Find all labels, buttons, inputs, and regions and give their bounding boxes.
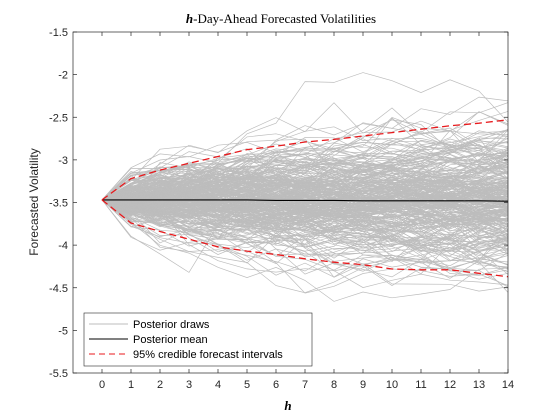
- posterior-draw-line: [101, 129, 508, 218]
- posterior-draw-line: [101, 175, 508, 217]
- posterior-draw-line: [101, 192, 508, 256]
- posterior-draw-line: [101, 199, 508, 302]
- x-tick-label: 11: [415, 379, 426, 391]
- posterior-draw-line: [101, 159, 508, 201]
- posterior-draws-group: [101, 72, 508, 302]
- posterior-mean-line: [102, 199, 509, 202]
- posterior-draw-line: [101, 199, 508, 279]
- posterior-draw-line: [101, 142, 508, 202]
- posterior-draw-line: [101, 185, 508, 231]
- y-tick-label: -4: [58, 240, 68, 252]
- posterior-draw-line: [101, 199, 508, 255]
- posterior-draw-line: [101, 178, 508, 233]
- x-tick-label: 6: [273, 379, 279, 391]
- posterior-draw-line: [101, 199, 508, 272]
- chart-title: h-Day-Ahead Forecasted Volatilities: [186, 11, 376, 26]
- y-tick-label: -4.5: [49, 283, 68, 295]
- legend-label-interval: 95% credible forecast intervals: [133, 349, 283, 361]
- x-tick-label: 10: [386, 379, 398, 391]
- x-tick-label: 4: [215, 379, 221, 391]
- posterior-draw-line: [101, 199, 508, 275]
- y-axis-label: Forecasted Volatility: [27, 148, 41, 255]
- y-tick-label: -2.5: [49, 112, 68, 124]
- posterior-draw-line: [101, 102, 508, 201]
- x-tick-label: 2: [157, 379, 163, 391]
- posterior-draw-line: [101, 107, 508, 201]
- posterior-draw-line: [101, 172, 508, 230]
- lower-interval-line: [101, 199, 509, 278]
- x-tick-label: 5: [244, 379, 250, 391]
- x-tick-label: 13: [473, 379, 485, 391]
- posterior-draw-line: [101, 191, 508, 260]
- posterior-draw-line: [101, 72, 508, 201]
- posterior-draw-line: [101, 185, 508, 237]
- y-tick-label: -1.5: [49, 27, 68, 39]
- x-tick-label: 1: [128, 379, 134, 391]
- posterior-draw-line: [101, 130, 508, 205]
- posterior-draw-line: [101, 135, 508, 225]
- posterior-draw-line: [101, 141, 508, 201]
- x-tick-label: 9: [360, 379, 366, 391]
- posterior-draw-line: [101, 176, 508, 206]
- y-tick-label: -3.5: [49, 198, 68, 210]
- chart-title-prefix: h: [186, 11, 193, 26]
- posterior-draw-line: [101, 162, 508, 217]
- posterior-draw-line: [101, 192, 508, 223]
- y-tick-label: -3: [58, 155, 68, 167]
- x-tick-label: 8: [331, 379, 337, 391]
- posterior-draw-line: [101, 199, 508, 294]
- x-tick-label: 0: [99, 379, 105, 391]
- series-layer: [101, 119, 509, 278]
- posterior-draw-line: [101, 170, 508, 270]
- y-tick-label: -2: [58, 70, 68, 82]
- posterior-draw-line: [101, 96, 508, 201]
- legend: Posterior draws Posterior mean 95% credi…: [83, 312, 313, 367]
- chart-title-rest: -Day-Ahead Forecasted Volatilities: [193, 11, 376, 26]
- posterior-draw-line: [101, 129, 508, 205]
- posterior-draw-line: [101, 160, 508, 213]
- posterior-draw-line: [101, 194, 508, 250]
- posterior-draw-line: [101, 179, 508, 247]
- y-tick-label: -5: [58, 325, 68, 337]
- legend-label-mean: Posterior mean: [133, 334, 208, 346]
- posterior-draw-line: [101, 199, 508, 273]
- posterior-draw-line: [101, 139, 508, 201]
- posterior-draw-line: [101, 159, 508, 221]
- posterior-draw-line: [101, 157, 508, 201]
- posterior-draw-line: [101, 157, 508, 211]
- upper-interval-line: [101, 119, 509, 201]
- x-tick-label: 3: [186, 379, 192, 391]
- posterior-draw-line: [101, 199, 508, 249]
- y-tick-label: -5.5: [49, 368, 68, 380]
- posterior-draw-line: [101, 174, 508, 226]
- posterior-draw-line: [101, 185, 508, 228]
- axes: 0 1 2 3 4 5 6 7 8 9 10 11 12 13 14-1.5-2-2.5-3-3.5-4-4…: [49, 27, 514, 391]
- legend-label-draws: Posterior draws: [133, 319, 210, 331]
- x-tick-label: 7: [302, 379, 308, 391]
- x-tick-label: 14: [502, 379, 514, 391]
- x-tick-label: 12: [444, 379, 456, 391]
- x-axis-label: h: [284, 398, 291, 413]
- posterior-draw-line: [101, 199, 508, 275]
- posterior-draws: [101, 72, 508, 302]
